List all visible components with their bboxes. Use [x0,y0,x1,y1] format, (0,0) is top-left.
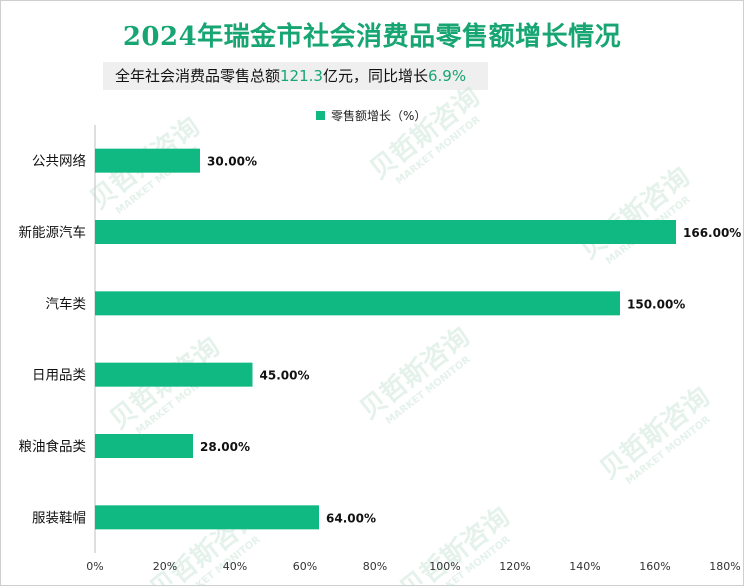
legend-label: 零售额增长（%） [331,109,427,123]
data-label: 166.00% [683,226,741,240]
chart-title: 2024年瑞金市社会消费品零售额增长情况 [122,22,622,52]
x-tick-label: 40% [223,560,247,573]
bar [95,220,676,244]
summary-total: 121.3 [280,67,323,85]
x-tick-label: 100% [429,560,460,573]
category-label: 日用品类 [32,368,86,384]
category-label: 服装鞋帽 [32,510,86,526]
category-label: 新能源汽车 [19,224,87,241]
x-tick-label: 140% [569,560,600,573]
bar [95,505,319,530]
bar [95,362,253,387]
bar [95,434,193,458]
x-tick-label: 120% [499,560,530,573]
category-label: 粮油食品类 [19,438,87,455]
data-label: 45.00% [260,369,310,383]
data-label: 28.00% [200,440,250,454]
summary-box: 全年社会消费品零售总额121.3亿元，同比增长6.9% [103,62,488,90]
x-tick-label: 20% [153,560,177,573]
x-tick-label: 60% [293,560,317,573]
bar [95,148,200,173]
data-label: 150.00% [627,297,685,311]
summary-growth: 6.9% [427,67,467,85]
summary-middle: 亿元，同比增长 [322,67,428,85]
chart-legend: 零售额增长（%） [316,107,426,124]
data-label: 30.00% [207,155,257,169]
x-tick-label: 160% [639,560,670,573]
x-tick-label: 180% [709,560,740,573]
data-label: 64.00% [326,511,376,525]
summary-prefix: 全年社会消费品零售总额 [115,67,281,85]
category-label: 汽车类 [46,295,87,312]
x-tick-label: 80% [363,560,387,573]
x-tick-label: 0% [86,560,103,573]
legend-swatch [316,111,325,120]
bar [95,291,620,316]
category-label: 公共网络 [32,154,86,170]
